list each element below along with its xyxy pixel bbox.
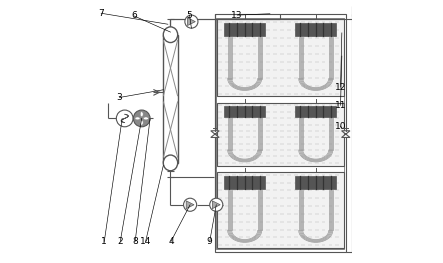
Text: 2: 2 — [117, 237, 123, 246]
Text: 10: 10 — [335, 122, 346, 131]
Bar — [215, 14, 346, 252]
Ellipse shape — [163, 155, 178, 171]
Circle shape — [133, 110, 150, 127]
Bar — [295, 23, 336, 37]
Bar — [295, 106, 336, 117]
Text: 9: 9 — [207, 237, 213, 246]
Ellipse shape — [163, 27, 178, 43]
Circle shape — [210, 198, 223, 211]
Bar — [225, 106, 265, 117]
Polygon shape — [212, 201, 220, 209]
Text: 14: 14 — [140, 237, 152, 246]
Polygon shape — [211, 131, 219, 138]
Text: 3: 3 — [117, 93, 122, 102]
Polygon shape — [342, 131, 350, 138]
Bar — [217, 172, 344, 248]
Text: 5: 5 — [187, 11, 192, 19]
Text: 7: 7 — [98, 9, 104, 18]
Text: 1: 1 — [101, 237, 107, 246]
Circle shape — [183, 198, 197, 211]
Ellipse shape — [140, 120, 143, 125]
Circle shape — [117, 110, 133, 127]
Text: 12: 12 — [335, 83, 346, 92]
Text: 6: 6 — [131, 11, 137, 20]
Bar — [163, 35, 178, 163]
Bar — [217, 103, 344, 165]
Polygon shape — [187, 18, 195, 26]
Ellipse shape — [135, 117, 140, 120]
Text: 4: 4 — [168, 237, 174, 246]
Ellipse shape — [144, 117, 148, 120]
Text: 13: 13 — [231, 11, 243, 19]
Bar — [217, 19, 344, 96]
Text: 11: 11 — [335, 101, 346, 110]
Ellipse shape — [140, 112, 143, 117]
Text: 8: 8 — [132, 237, 138, 246]
Bar — [225, 23, 265, 37]
Bar — [295, 176, 336, 189]
Circle shape — [185, 15, 198, 28]
Polygon shape — [186, 201, 194, 209]
Bar — [225, 176, 265, 189]
Bar — [216, 18, 345, 249]
